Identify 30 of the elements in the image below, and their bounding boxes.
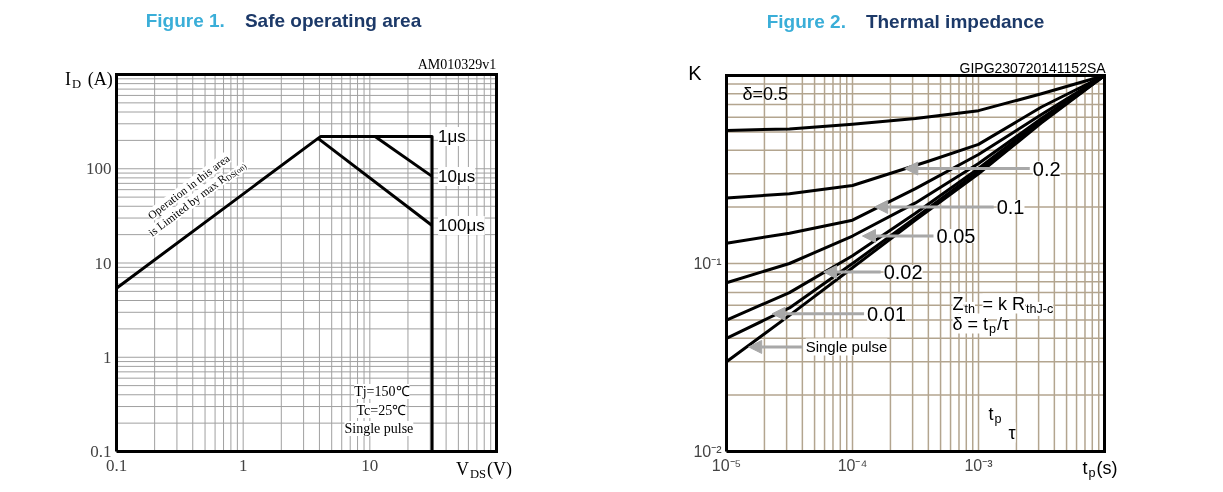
text: AM010329v1 <box>417 57 497 72</box>
annotation: 0.2 <box>1032 157 1061 180</box>
chart-title: Figure 2. Thermal impedance <box>766 11 1045 32</box>
annotation: Tj=150℃ <box>354 384 410 399</box>
y-tick-label: 10⁻² <box>693 443 723 460</box>
y-tick-label: 100 <box>86 159 112 179</box>
y-tick-label: 0.1 <box>90 442 112 461</box>
y-tick-label: 10⁻¹ <box>693 255 722 272</box>
x-tick-label: 10⁻³ <box>964 457 994 474</box>
y-tick-label: 10 <box>94 253 112 273</box>
annotation: Tc=25℃ <box>356 403 407 418</box>
annotation: Single pulse <box>805 338 888 356</box>
y-tick-label: 1 <box>103 347 112 367</box>
annotation: 0.02 <box>883 261 923 284</box>
y-axis-title: K <box>688 61 703 84</box>
annotation: 0.1 <box>996 195 1025 218</box>
x-tick-label: 10⁻⁴ <box>837 457 868 474</box>
annotation: Single pulse <box>344 421 414 436</box>
annotation: 0.05 <box>936 225 976 248</box>
annotation: 0.01 <box>867 302 907 325</box>
annotation: GIPG230720141152SA <box>959 59 1107 76</box>
annotation: τ <box>1008 422 1016 443</box>
annotation: δ=0.5 <box>742 83 789 104</box>
series-label: 10μs <box>438 166 476 186</box>
series-label: 1μs <box>438 126 466 146</box>
x-tick-label: 1 <box>238 456 248 475</box>
series-label: 100μs <box>438 215 485 235</box>
x-tick-label: 10 <box>361 456 379 475</box>
x-tick-label: 10⁻⁵ <box>711 457 742 474</box>
chart-title: Figure 1. Safe operating area <box>145 10 422 31</box>
